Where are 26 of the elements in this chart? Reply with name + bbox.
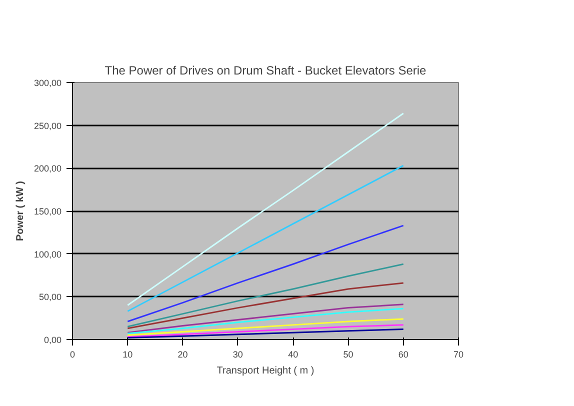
line-series [126,282,404,330]
line-series [126,263,404,328]
x-tick-label: 10 [122,350,133,360]
line-series [126,328,404,339]
y-tick-label: 250,00 [34,120,62,131]
x-tick-label: 70 [453,350,464,360]
y-tick-label: 200,00 [34,164,62,174]
x-axis-title: Transport Height ( m ) [216,366,314,376]
line-series [126,324,404,338]
x-tick-label: 30 [232,350,243,360]
y-tick-label: 50,00 [38,292,62,302]
line-series [126,318,404,336]
line-series [126,112,404,306]
y-tick-label: 300,00 [34,78,62,88]
chart-title: The Power of Drives on Drum Shaft - Bucket Elevators Serie [104,64,427,78]
x-tick-label: 50 [343,350,354,360]
line-series [126,164,404,312]
y-axis-title: Power ( kW ) [14,180,26,241]
x-tick-label: 0 [70,350,76,360]
x-tick-label: 60 [398,350,408,360]
y-tick-label: 0,00 [44,335,62,345]
line-series [126,224,404,322]
x-tick-label: 40 [288,350,298,360]
x-tick-label: 20 [178,350,188,360]
y-tick-label: 100,00 [34,249,62,260]
y-tick-label: 150,00 [34,206,62,216]
